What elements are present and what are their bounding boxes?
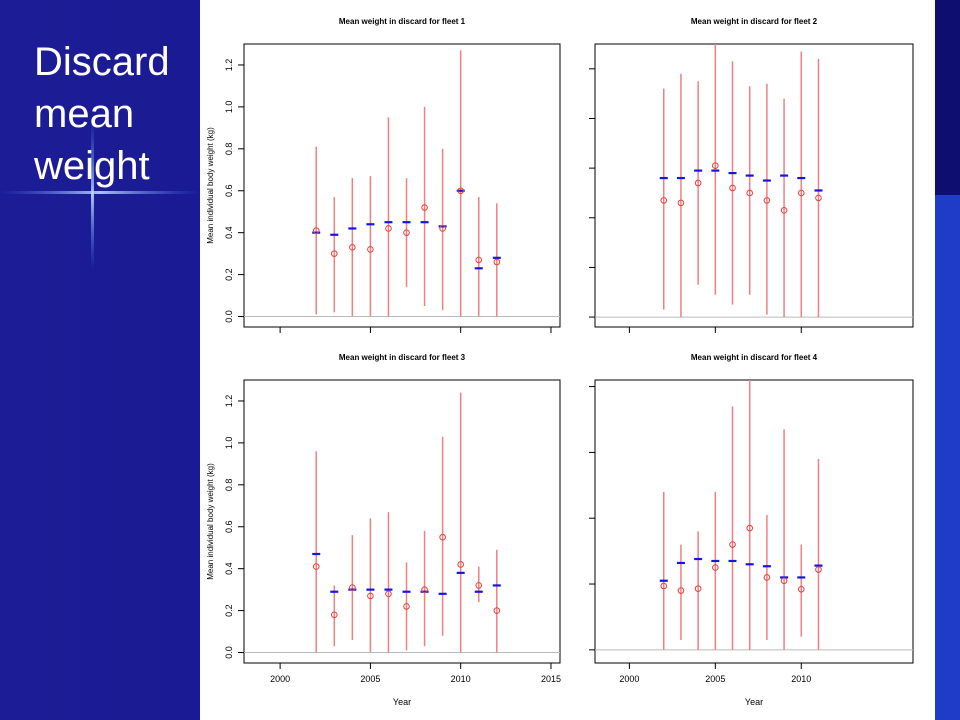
y-tick-label-1-2: 0.4	[224, 226, 234, 239]
y-tick-label-1-4: 0.8	[224, 143, 234, 156]
slide-title-line-1: Discard	[34, 40, 170, 84]
observed-point-4-2002	[660, 582, 668, 590]
observed-point-1-2004	[349, 244, 356, 251]
observed-point-1-2007	[403, 229, 410, 236]
y-tick-label-1-6: 1.2	[224, 59, 234, 72]
plot-frame-2	[594, 43, 914, 328]
observed-point-3-2004	[349, 584, 356, 591]
observed-point-4-2008	[763, 574, 771, 581]
observed-point-2-2002	[660, 197, 668, 204]
observed-point-4-2010	[797, 585, 805, 593]
y-tick-label-1-3: 0.6	[224, 184, 234, 197]
y-tick-label-1-0: 0.0	[224, 310, 234, 323]
observed-point-2-2006	[729, 184, 736, 192]
y-tick-label-3-5: 1.0	[224, 437, 234, 450]
observed-point-1-2012	[493, 258, 501, 266]
chart-title-2: Mean weight in discard for fleet 2	[691, 17, 818, 26]
chart-title-3: Mean weight in discard for fleet 3	[339, 353, 466, 362]
y-tick-label-3-0: 0.0	[224, 646, 234, 659]
chart-title-1: Mean weight in discard for fleet 1	[339, 17, 466, 26]
observed-point-4-2005	[712, 564, 719, 571]
x-tick-label-3-1: 2005	[360, 674, 380, 684]
chart-title-4: Mean weight in discard for fleet 4	[691, 353, 818, 362]
observed-point-3-2007	[403, 603, 410, 610]
y-axis-label-3: Mean individual body weight (kg)	[206, 463, 215, 580]
observed-point-1-2006	[385, 225, 392, 232]
observed-point-3-2005	[367, 592, 374, 600]
light-flare-vertical	[91, 120, 94, 270]
y-tick-label-3-2: 0.4	[224, 562, 234, 575]
observed-point-3-2011	[475, 582, 483, 589]
observed-point-4-2004	[694, 585, 702, 592]
observed-point-2-2011	[815, 194, 822, 202]
observed-point-1-2011	[475, 256, 483, 264]
observed-point-4-2007	[746, 524, 754, 532]
observed-point-2-2008	[763, 197, 771, 204]
observed-point-4-2009	[780, 577, 788, 585]
x-axis-label-3: Year	[393, 697, 411, 707]
plot-frame-3	[243, 379, 561, 664]
observed-point-1-2009	[439, 225, 446, 232]
plot-frame-1	[243, 43, 561, 328]
observed-point-3-2006	[385, 590, 392, 598]
x-axis-label-4: Year	[745, 697, 763, 707]
y-axis-label-1: Mean individual body weight (kg)	[206, 127, 215, 244]
y-tick-label-3-4: 0.8	[224, 479, 234, 492]
slide-title-line-3: weight	[34, 144, 150, 188]
light-flare-horizontal	[0, 191, 200, 194]
y-tick-label-3-6: 1.2	[224, 395, 234, 408]
y-tick-label-3-1: 0.2	[224, 604, 234, 617]
observed-point-2-2009	[780, 207, 788, 214]
observed-point-1-2003	[330, 250, 338, 257]
observed-point-3-2009	[439, 533, 446, 541]
chart-panel: Mean weight in discard for fleet 1 0.0 0.2…	[200, 0, 935, 720]
observed-point-2-2005	[712, 162, 719, 169]
plot-frame-4	[594, 379, 914, 664]
observed-point-3-2003	[330, 611, 338, 619]
x-tick-label-4-2: 2010	[791, 674, 811, 684]
x-tick-label-3-3: 2015	[541, 674, 561, 684]
observed-point-1-2008	[421, 204, 428, 211]
x-tick-label-4-0: 2000	[619, 674, 639, 684]
slide-title: Discard mean weight	[34, 36, 194, 192]
observed-point-1-2005	[367, 246, 374, 253]
observed-point-4-2003	[677, 587, 685, 594]
x-tick-label-3-0: 2000	[270, 674, 290, 684]
observed-point-3-2002	[312, 563, 320, 570]
observed-point-2-2004	[694, 179, 702, 187]
observed-point-1-2010	[457, 187, 464, 195]
x-tick-label-3-2: 2010	[451, 674, 471, 684]
y-tick-label-1-1: 0.2	[224, 268, 234, 281]
observed-point-2-2010	[797, 189, 805, 197]
observed-point-1-2002	[312, 227, 320, 234]
slide-title-line-2: mean	[34, 92, 135, 136]
y-tick-label-3-3: 0.6	[224, 520, 234, 533]
observed-point-2-2003	[677, 199, 685, 207]
x-tick-label-4-1: 2005	[705, 674, 725, 684]
discard-weight-charts: Mean weight in discard for fleet 1 0.0 0.2…	[206, 17, 914, 707]
observed-point-3-2012	[493, 607, 501, 614]
observed-point-3-2010	[457, 561, 464, 568]
y-tick-label-1-5: 1.0	[224, 101, 234, 114]
observed-point-4-2011	[815, 566, 822, 573]
observed-point-2-2007	[746, 189, 754, 197]
observed-point-4-2006	[729, 541, 736, 548]
observed-point-3-2008	[421, 586, 428, 593]
